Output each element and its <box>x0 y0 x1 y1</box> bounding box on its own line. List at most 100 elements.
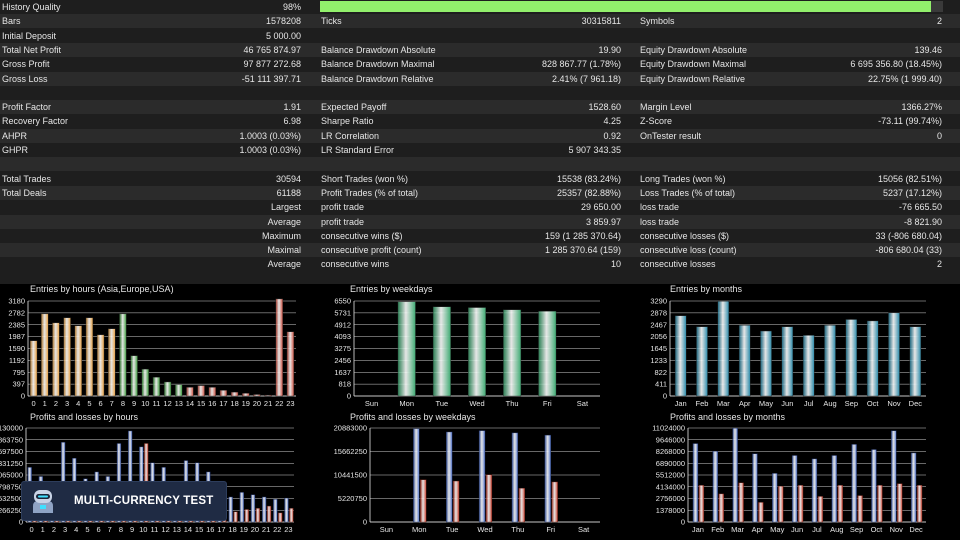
y-tick-label: 2798750 <box>0 482 23 491</box>
entries-bar <box>738 325 751 397</box>
x-tick-label: 1 <box>41 525 45 534</box>
y-tick-label: 15662250 <box>334 447 367 456</box>
stat-value: 29 650.00 <box>580 202 621 213</box>
stat-value <box>740 29 942 43</box>
stat-label: Equity Drawdown Maximal <box>640 59 747 70</box>
profit-bar <box>752 453 758 523</box>
y-tick-label: 822 <box>654 368 667 377</box>
chart-plot: 20883000 15662250 10441500 5220750 0 Sun Mon Tu… <box>334 424 600 534</box>
x-tick-label: 2 <box>54 399 58 408</box>
stats-row: Maximal consecutive profit (count) 1 285 3… <box>0 243 960 258</box>
y-tick-label: 5731 <box>334 308 351 317</box>
y-tick-label: 4130000 <box>0 424 23 433</box>
loss-bar <box>916 485 923 523</box>
y-tick-label: 0 <box>347 392 351 401</box>
y-tick-label: 4093 <box>334 332 351 341</box>
x-tick-label: 6 <box>96 525 100 534</box>
x-tick-label: 11 <box>151 525 159 534</box>
stats-row: Total Deals 61188 Profit Trades (% of tota… <box>0 185 960 200</box>
stat-label: Initial Deposit <box>2 30 57 41</box>
stat-value: 30594 <box>275 173 301 184</box>
chart-title: Profits and losses by weekdays <box>350 412 476 422</box>
x-tick-label: 5 <box>85 525 89 534</box>
statistics-panel: History Quality 98% Bars 1578208 Ticks 303158… <box>0 1 960 271</box>
entries-bar <box>264 394 272 397</box>
stat-value: Maximum <box>261 230 301 241</box>
stat-value: Maximal <box>267 245 301 256</box>
y-tick-label: 3065000 <box>0 471 23 480</box>
y-tick-label: 2878 <box>650 308 667 317</box>
stat-value <box>100 157 301 171</box>
entries-bar <box>108 328 116 397</box>
stat-label: Profit Factor <box>2 102 52 113</box>
multi-currency-test-badge: MULTI-CURRENCY TEST <box>22 482 226 520</box>
x-tick-label: 23 <box>286 399 294 408</box>
x-tick-label: 13 <box>175 399 183 408</box>
y-tick-label: 2532500 <box>0 494 23 503</box>
stat-label: Expected Payoff <box>321 102 387 113</box>
x-tick-label: 15 <box>197 399 205 408</box>
loss-bar <box>452 480 460 523</box>
x-tick-label: 5 <box>87 399 91 408</box>
x-tick-label: Wed <box>469 399 484 408</box>
stat-value: 139.46 <box>914 44 942 55</box>
stat-label: LR Correlation <box>321 130 380 141</box>
chart-title: Entries by hours (Asia,Europe,USA) <box>30 284 174 294</box>
x-tick-label: Nov <box>887 399 901 408</box>
x-tick-label: 15 <box>195 525 203 534</box>
stats-row: Average consecutive wins 10 consecutive los… <box>0 257 960 271</box>
stat-value: 0.92 <box>603 130 621 141</box>
entries-bar <box>130 355 138 397</box>
chart-title: Entries by weekdays <box>350 284 433 294</box>
profit-bar <box>871 449 877 523</box>
x-tick-label: Mar <box>717 399 730 408</box>
chart-title: Entries by months <box>670 284 743 294</box>
entries-bar <box>230 391 239 397</box>
chart-plot: 11024000 9646000 8268000 6890000 5512000 4134… <box>652 424 926 534</box>
stat-label: Profit Trades (% of total) <box>321 187 419 198</box>
stat-label: History Quality <box>2 2 61 12</box>
x-tick-label: 1 <box>43 399 47 408</box>
stat-label: consecutive losses ($) <box>640 230 730 241</box>
x-tick-label: Jun <box>781 399 793 408</box>
profit-bar <box>250 494 256 523</box>
stat-label: Margin Level <box>640 102 692 113</box>
stats-row: Largest profit trade 29 650.00 loss trade -7… <box>0 200 960 214</box>
stat-label: AHPR <box>2 130 28 141</box>
badge-label: MULTI-CURRENCY TEST <box>74 495 214 507</box>
stat-label: consecutive profit (count) <box>321 245 422 256</box>
stat-label: consecutive loss (count) <box>640 245 737 256</box>
stat-value: 6.98 <box>283 116 301 127</box>
y-tick-label: 1192 <box>9 356 25 365</box>
x-tick-label: Jul <box>812 525 822 534</box>
stat-value: -806 680.04 (33) <box>875 245 942 256</box>
loss-bar <box>718 493 724 523</box>
stat-value <box>740 157 942 171</box>
stat-value: -76 665.50 <box>898 202 942 213</box>
y-tick-label: 0 <box>19 518 23 527</box>
x-tick-label: 3 <box>65 399 69 408</box>
profits-losses-by-weekdays-chart: Profits and losses by weekdays 20883000 1… <box>320 412 630 540</box>
y-tick-label: 3863750 <box>0 435 23 444</box>
stat-value <box>740 86 942 100</box>
loss-bar <box>778 485 784 523</box>
stat-value: 15056 (82.51%) <box>877 173 942 184</box>
x-tick-label: 19 <box>242 399 250 408</box>
stat-value: 3 859.97 <box>585 216 621 227</box>
x-tick-label: 14 <box>184 525 192 534</box>
y-tick-label: 0 <box>663 392 667 401</box>
y-tick-label: 1233 <box>650 356 667 365</box>
entries-bar <box>866 320 879 397</box>
x-tick-label: Aug <box>830 525 843 534</box>
profit-bar <box>910 452 917 523</box>
x-tick-label: 4 <box>74 525 78 534</box>
x-tick-label: Mar <box>731 525 744 534</box>
x-tick-label: 9 <box>130 525 134 534</box>
stat-value: 2.41% (7 961.18) <box>551 73 621 84</box>
stat-value: 1578208 <box>265 16 301 27</box>
stat-label: Gross Profit <box>2 59 50 70</box>
chart-title: Profits and losses by hours <box>30 412 139 422</box>
x-tick-label: 20 <box>251 525 259 534</box>
entries-bar <box>119 313 127 397</box>
stats-row: Average profit trade 3 859.97 loss trade -8 … <box>0 214 960 229</box>
